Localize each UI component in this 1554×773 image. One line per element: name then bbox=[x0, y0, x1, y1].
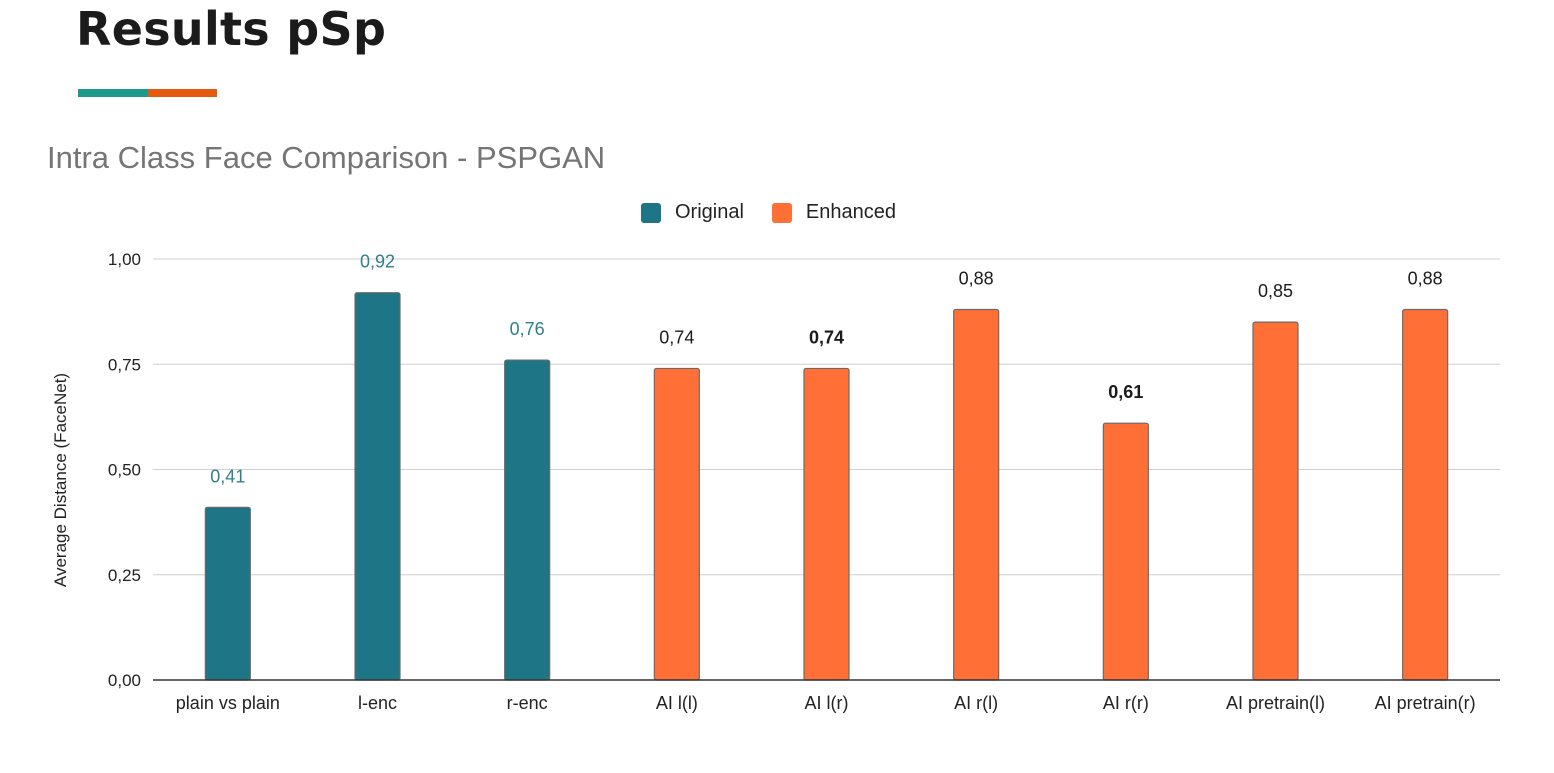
x-tick-label: AI pretrain(r) bbox=[1375, 693, 1476, 713]
data-label: 0,41 bbox=[210, 466, 245, 486]
y-tick-label: 1,00 bbox=[108, 250, 141, 269]
x-tick-label: AI r(l) bbox=[954, 693, 998, 713]
y-tick-label: 0,25 bbox=[108, 566, 141, 585]
data-label: 0,92 bbox=[360, 252, 395, 272]
y-tick-label: 0,50 bbox=[108, 461, 141, 480]
x-tick-label: r-enc bbox=[507, 693, 548, 713]
chart-title: Intra Class Face Comparison - PSPGAN bbox=[47, 140, 606, 175]
x-tick-label: AI l(r) bbox=[805, 693, 849, 713]
legend-swatch-enhanced bbox=[771, 202, 792, 223]
legend-label-enhanced: Enhanced bbox=[805, 201, 896, 223]
title-accent-teal bbox=[78, 89, 148, 97]
x-tick-label: AI l(l) bbox=[656, 693, 698, 713]
bar-1-4 bbox=[803, 367, 850, 681]
x-tick-label: plain vs plain bbox=[176, 693, 280, 713]
data-label: 0,88 bbox=[959, 269, 994, 289]
x-tick-label: AI pretrain(l) bbox=[1226, 693, 1325, 713]
bar-0-1 bbox=[354, 292, 401, 681]
legend-label-original: Original bbox=[675, 201, 744, 223]
x-tick-label: AI r(r) bbox=[1103, 693, 1149, 713]
title-accent-orange bbox=[148, 89, 217, 97]
data-label: 0,61 bbox=[1108, 382, 1143, 402]
bar-0-2 bbox=[504, 359, 551, 681]
bar-1-3 bbox=[653, 367, 700, 681]
bar-1-7 bbox=[1252, 321, 1299, 681]
bar-1-6 bbox=[1102, 422, 1149, 681]
bar-1-8 bbox=[1402, 308, 1449, 681]
data-label: 0,85 bbox=[1258, 281, 1293, 301]
bar-0-0 bbox=[204, 506, 251, 681]
data-label: 0,76 bbox=[510, 319, 545, 339]
bar-1-5 bbox=[953, 308, 1000, 681]
legend-item-original: Original bbox=[641, 201, 744, 224]
legend-swatch-original bbox=[641, 202, 661, 223]
y-tick-label: 0,00 bbox=[108, 671, 141, 690]
data-label: 0,74 bbox=[659, 327, 694, 347]
slide-title: Results pSp bbox=[76, 2, 387, 56]
data-label: 0,88 bbox=[1408, 269, 1443, 289]
chart-legend: Original Enhanced bbox=[641, 201, 924, 224]
x-tick-label: l-enc bbox=[358, 693, 397, 713]
legend-item-enhanced: Enhanced bbox=[771, 201, 896, 224]
y-tick-label: 0,75 bbox=[108, 355, 141, 374]
y-axis-label: Average Distance (FaceNet) bbox=[51, 373, 70, 587]
data-label: 0,74 bbox=[809, 327, 844, 347]
